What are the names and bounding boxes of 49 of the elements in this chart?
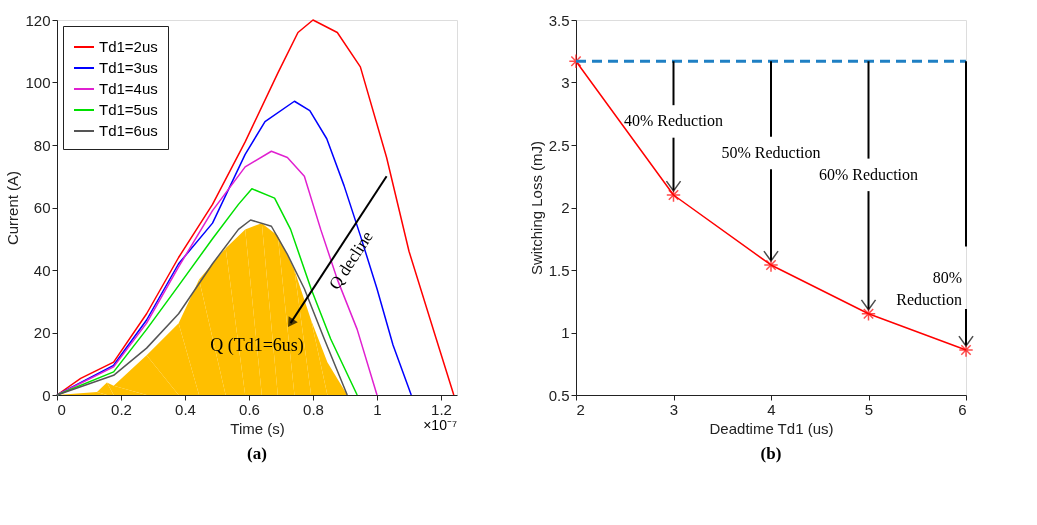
annotation: 80% Reduction: [896, 268, 962, 308]
point: [958, 342, 974, 358]
x-tick-label: 0.8: [303, 400, 324, 418]
x-tick-label: 1.2: [431, 400, 452, 418]
x-tick-label: 2: [576, 400, 585, 418]
text: (a): [247, 444, 267, 463]
y-tick-label: 3: [561, 74, 570, 91]
x-tick-label: 4: [767, 400, 776, 418]
text: ×10⁻⁷: [423, 417, 457, 433]
legend-label: Td1=6us: [99, 122, 158, 139]
y-tick-label: 3.5: [548, 11, 570, 29]
x-tick-label: 1: [373, 400, 382, 418]
text: (b): [760, 444, 782, 463]
x-tick-label: 5: [864, 400, 874, 418]
y-tick-label: 2: [561, 199, 570, 216]
x-tick-label: 0: [57, 400, 66, 418]
y-axis-title: Switching Loss (mJ): [527, 140, 545, 276]
annotation: 60% Reduction: [818, 165, 919, 183]
y-tick-label: 80: [33, 136, 51, 154]
point: [861, 306, 876, 322]
y-tick-label: 2.5: [548, 136, 570, 154]
y-tick-label: 100: [25, 74, 51, 91]
y-tick-label: 0: [42, 386, 51, 404]
y-tick-label: 40: [33, 261, 51, 279]
x-tick-label: 3: [669, 400, 679, 418]
x-tick-label: 0.4: [175, 400, 196, 418]
y-tick-label: 60: [33, 199, 51, 216]
x-tick-label: 0.2: [111, 400, 132, 418]
annotation: 50% Reduction: [721, 143, 821, 161]
line-series: [56, 150, 378, 396]
annotation: Q (Td1=6us): [210, 335, 304, 357]
y-tick-label: 1.5: [548, 261, 570, 279]
x-axis-title: Time (s): [230, 419, 285, 437]
y-tick-label: 1: [561, 324, 570, 341]
legend-label: Td1=4us: [99, 80, 158, 97]
x-tick-label: 0.6: [239, 400, 260, 418]
x-axis-title: Deadtime Td1 (us): [709, 419, 834, 437]
y-tick-label: 0.5: [548, 386, 570, 404]
y-tick-label: 20: [33, 324, 51, 341]
point: [568, 53, 584, 69]
y-axis-title: Current (A): [4, 170, 22, 246]
point: [666, 187, 681, 203]
legend-label: Td1=5us: [99, 101, 158, 118]
point: [763, 257, 779, 273]
x-tick-label: 6: [958, 400, 967, 418]
y-tick-label: 120: [25, 11, 51, 29]
annotation: 40% Reduction: [623, 112, 724, 130]
legend-label: Td1=2us: [99, 38, 158, 55]
legend-label: Td1=3us: [99, 59, 158, 76]
